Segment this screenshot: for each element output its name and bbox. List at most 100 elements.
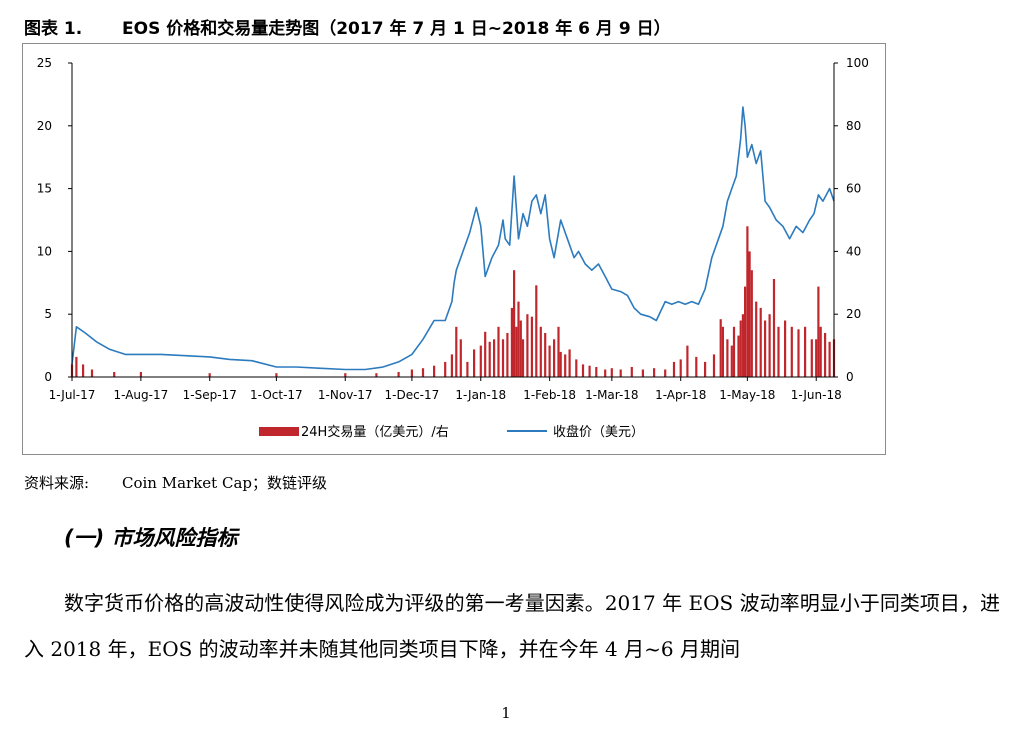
volume-bar <box>739 320 742 377</box>
x-tick-label: 1-May-18 <box>719 388 775 402</box>
volume-bar <box>575 359 578 377</box>
volume-bar <box>344 373 347 377</box>
volume-bar <box>275 373 278 377</box>
volume-bar <box>695 356 698 377</box>
volume-bar <box>759 307 762 377</box>
volume-bar <box>548 345 551 377</box>
volume-bar <box>819 326 822 377</box>
left-tick-label: 0 <box>44 370 52 384</box>
source-label: 资料来源: <box>24 474 90 492</box>
x-tick-label: 1-Dec-17 <box>385 388 440 402</box>
volume-bar <box>604 369 607 377</box>
volume-bar <box>568 349 571 377</box>
volume-bar <box>510 307 513 377</box>
volume-bar <box>744 286 747 377</box>
chart-frame: 0 5 10 15 20 25 0 20 40 60 80 100 1-Jul-17 1-Aug-17 1-… <box>22 43 886 455</box>
volume-bar <box>544 333 547 377</box>
price-line <box>71 106 835 371</box>
volume-bar <box>473 349 476 377</box>
volume-bar <box>610 368 613 377</box>
volume-bar <box>484 331 487 377</box>
volume-bar <box>748 251 751 377</box>
section-heading: (一) 市场风险指标 <box>64 526 238 550</box>
volume-bar <box>139 372 142 377</box>
volume-bar <box>455 326 458 377</box>
volume-bar <box>82 364 85 377</box>
volume-bar <box>810 339 813 377</box>
volume-bar <box>595 367 598 377</box>
volume-bar <box>530 316 533 377</box>
volume-bar <box>790 326 793 377</box>
volume-bar <box>479 345 482 377</box>
volume-bar <box>588 365 591 377</box>
volume-bar <box>521 339 525 377</box>
page-number: 1 <box>501 704 511 722</box>
body-paragraph: 数字货币价格的高波动性使得风险成为评级的第一考量因素。2017 年 EOS 波动… <box>24 591 1000 661</box>
volume-bars <box>70 226 836 377</box>
volume-bar <box>501 339 505 377</box>
right-tick-label: 0 <box>846 370 854 384</box>
volume-bar <box>804 326 807 377</box>
volume-bar <box>444 361 447 377</box>
volume-bar <box>619 369 622 377</box>
volume-bar <box>410 369 413 377</box>
volume-bar <box>755 301 758 377</box>
price-line-group <box>71 106 835 371</box>
eos-price-volume-chart: 0 5 10 15 20 25 0 20 40 60 80 100 1-Jul-17 1-Aug-17 1-… <box>37 56 869 440</box>
right-tick-label: 80 <box>846 119 861 133</box>
volume-bar <box>515 326 518 377</box>
x-tick-label: 1-Aug-17 <box>114 388 169 402</box>
legend-label-price: 收盘价（美元） <box>553 424 644 440</box>
volume-bar <box>730 345 733 377</box>
left-tick-label: 5 <box>44 307 52 321</box>
left-tick-label: 15 <box>37 182 52 196</box>
figure-label: 图表 1. <box>24 19 83 39</box>
source-text: Coin Market Cap；数链评级 <box>122 474 327 492</box>
right-tick-label: 60 <box>846 182 861 196</box>
volume-bar <box>90 369 94 377</box>
volume-bar <box>746 226 749 377</box>
volume-bar <box>113 372 116 377</box>
x-tick-label: 1-Sep-17 <box>183 388 237 402</box>
volume-bar <box>797 329 800 377</box>
volume-bar <box>817 286 820 377</box>
legend-label-volume: 24H交易量（亿美元）/右 <box>301 424 449 440</box>
volume-bar <box>721 326 724 377</box>
volume-bar <box>517 301 520 377</box>
volume-bar <box>519 320 522 377</box>
volume-bar <box>75 356 78 377</box>
volume-bar <box>397 372 400 377</box>
volume-bar <box>641 369 644 377</box>
volume-bar <box>526 314 529 377</box>
legend-swatch-volume <box>259 427 299 436</box>
x-tick-label: 1-Oct-17 <box>250 388 303 402</box>
volume-bar <box>815 339 818 377</box>
volume-bar <box>630 367 633 377</box>
volume-bar <box>564 354 567 377</box>
volume-bar <box>421 368 425 377</box>
volume-bar <box>824 333 827 377</box>
right-tick-label: 20 <box>846 307 861 321</box>
axes: 0 5 10 15 20 25 0 20 40 60 80 100 1-Jul-17 1-Aug-17 1-… <box>37 56 869 402</box>
volume-bar <box>732 326 736 377</box>
left-tick-label: 25 <box>37 56 52 70</box>
x-tick-label: 1-Nov-17 <box>318 388 373 402</box>
x-tick-label: 1-Jun-18 <box>791 388 842 402</box>
volume-bar <box>719 319 722 377</box>
volume-bar <box>506 333 509 377</box>
volume-bar <box>559 351 562 377</box>
volume-bar <box>704 361 707 377</box>
volume-bar <box>664 369 667 377</box>
volume-bar <box>433 365 436 377</box>
x-tick-label: 1-Jul-17 <box>49 388 96 402</box>
volume-bar <box>712 354 716 377</box>
volume-bar <box>777 326 780 377</box>
volume-bar <box>679 359 682 377</box>
x-tick-label: 1-Feb-18 <box>523 388 576 402</box>
volume-bar <box>466 361 469 377</box>
x-tick-label: 1-Jan-18 <box>455 388 506 402</box>
legend: 24H交易量（亿美元）/右 收盘价（美元） <box>259 424 644 440</box>
volume-bar <box>208 373 211 377</box>
volume-bar <box>672 361 676 377</box>
volume-bar <box>488 341 491 377</box>
